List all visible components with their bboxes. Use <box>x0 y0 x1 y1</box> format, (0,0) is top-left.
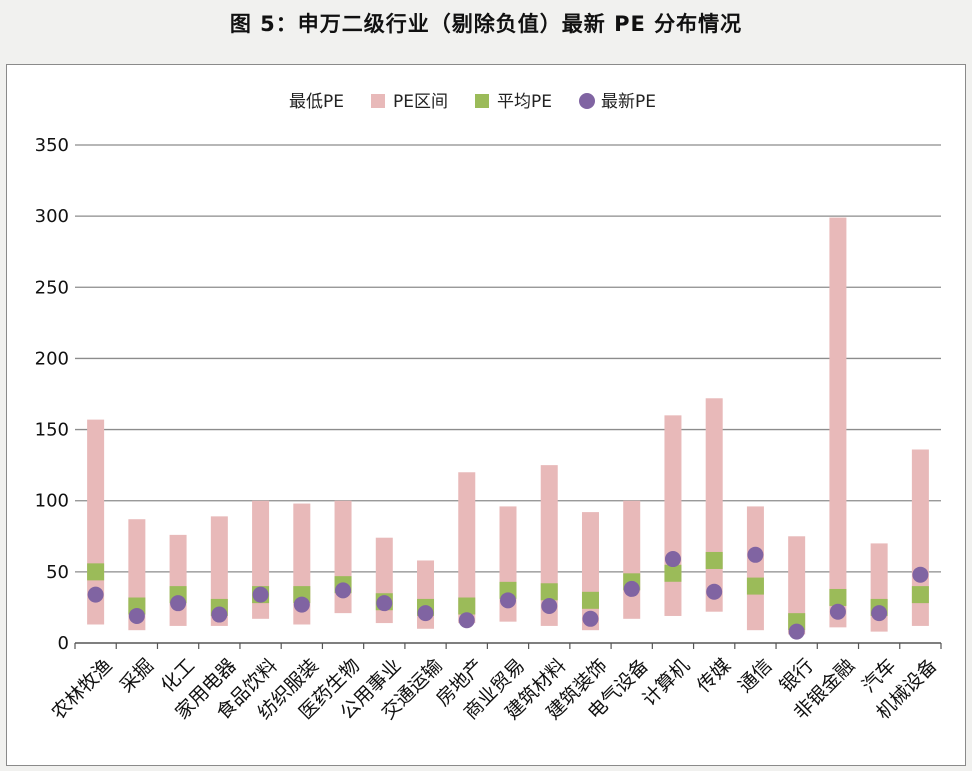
y-tick-label: 250 <box>35 277 69 298</box>
latest-marker <box>871 605 888 622</box>
range-bar <box>788 536 806 635</box>
average-marker <box>458 597 476 615</box>
latest-marker <box>128 607 145 624</box>
category-label: 计算机 <box>638 655 694 711</box>
latest-marker <box>664 551 681 568</box>
latest-markers <box>87 546 929 640</box>
latest-marker <box>252 586 269 603</box>
average-marker <box>664 564 682 582</box>
average-marker <box>540 583 558 601</box>
pe-distribution-chart: 最低PE PE区间 平均PE 最新PE 0 50 100 150 200 250 300 350 农… <box>35 92 942 724</box>
y-tick-label: 150 <box>35 420 69 441</box>
range-bar <box>705 398 723 612</box>
range-bar <box>829 217 847 628</box>
latest-marker <box>211 606 228 623</box>
latest-marker <box>541 598 558 615</box>
legend-swatch-average <box>475 94 489 108</box>
category-label: 农林牧渔 <box>47 655 116 724</box>
latest-marker <box>623 580 640 597</box>
legend-swatch-range <box>371 94 385 108</box>
y-tick-label: 100 <box>35 491 69 512</box>
range-bar <box>210 516 228 626</box>
latest-marker <box>170 595 187 612</box>
latest-marker <box>293 596 310 613</box>
latest-marker <box>788 623 805 640</box>
y-tick-label: 200 <box>35 348 69 369</box>
category-label: 通信 <box>734 655 776 697</box>
gridlines <box>75 144 941 573</box>
legend-swatch-latest <box>579 93 595 109</box>
latest-marker <box>582 610 599 627</box>
y-axis-ticks: 0 50 100 150 200 250 300 350 <box>35 135 69 654</box>
average-marker <box>829 588 847 606</box>
category-label: 采掘 <box>116 655 158 697</box>
latest-marker <box>500 592 516 609</box>
chart-area: 最低PE PE区间 平均PE 最新PE 0 50 100 150 200 250 300 350 农… <box>6 64 966 766</box>
latest-marker <box>912 566 929 583</box>
range-bars <box>87 217 929 635</box>
y-tick-label: 350 <box>35 135 69 156</box>
y-tick-label: 0 <box>58 633 69 654</box>
latest-marker <box>747 546 764 563</box>
category-label: 传媒 <box>693 655 735 697</box>
average-marker <box>705 551 723 569</box>
legend-label: 最新PE <box>601 92 656 112</box>
latest-marker <box>458 612 475 629</box>
latest-marker <box>335 582 352 599</box>
range-bar <box>664 415 682 616</box>
average-marker <box>746 577 764 595</box>
range-bar <box>623 500 641 619</box>
legend-label: 平均PE <box>497 92 552 112</box>
x-axis <box>74 642 942 649</box>
latest-marker <box>706 583 723 600</box>
figure-title: 图 5：申万二级行业（剔除负值）最新 PE 分布情况 <box>229 12 743 36</box>
legend-label: PE区间 <box>393 92 448 112</box>
latest-marker <box>829 603 846 620</box>
range-bar <box>458 472 476 624</box>
legend-label: 最低PE <box>289 92 344 112</box>
average-marker <box>87 563 105 581</box>
y-tick-label: 300 <box>35 206 69 227</box>
average-marker <box>581 591 599 609</box>
latest-marker <box>417 605 434 622</box>
average-marker <box>911 586 929 604</box>
y-tick-label: 50 <box>46 562 69 583</box>
latest-marker <box>376 595 393 612</box>
legend: 最低PE PE区间 平均PE 最新PE <box>289 92 656 112</box>
range-bar <box>169 534 187 626</box>
range-bar <box>911 449 929 626</box>
latest-marker <box>87 586 104 603</box>
range-bar <box>746 506 764 631</box>
category-labels: 农林牧渔采掘化工家用电器食品饮料纺织服装医药生物公用事业交通运输房地产商业贸易建… <box>47 655 941 724</box>
